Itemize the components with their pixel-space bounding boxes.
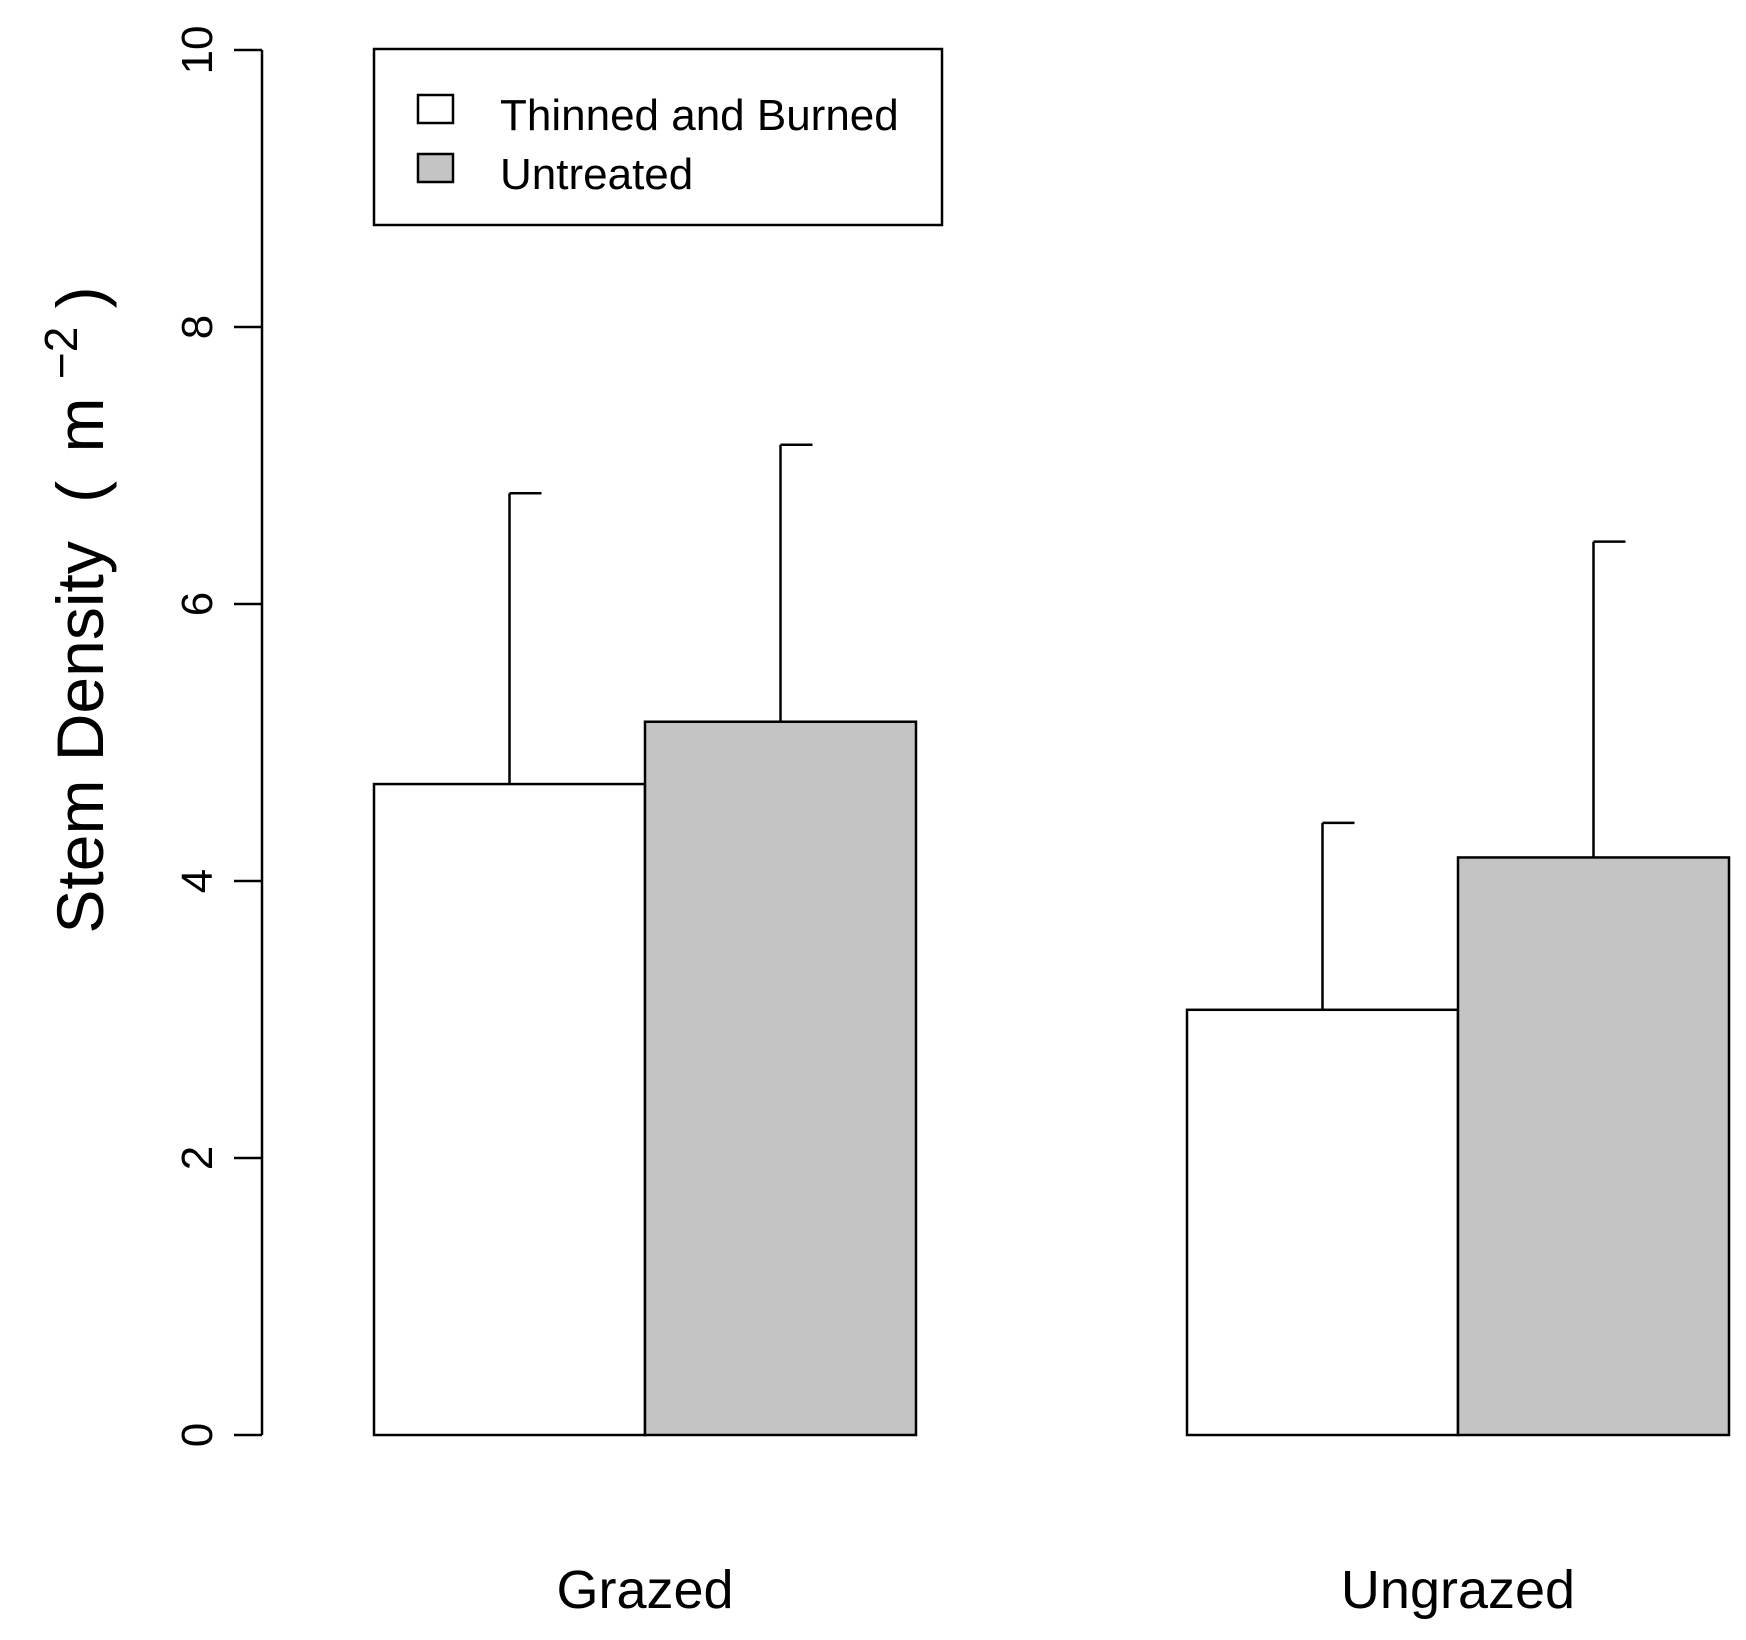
y-tick-label-2: 2	[173, 1146, 222, 1170]
y-axis-unit-base: m	[43, 398, 117, 453]
y-tick-label-10: 10	[173, 26, 222, 75]
bar-grazed-untreated	[643, 720, 918, 1437]
error-bars	[508, 443, 1626, 1010]
legend-swatch-untreated	[416, 152, 455, 184]
legend-label-thinned-and-burned: Thinned and Burned	[500, 91, 899, 140]
legend-swatch-thinned-and-burned	[416, 93, 455, 125]
y-axis-title-text: Stem Density	[43, 541, 117, 933]
bar-ungrazed-thinned-and-burned	[1185, 1008, 1460, 1437]
y-axis-unit-exponent: −2	[35, 327, 87, 379]
category-label-grazed: Grazed	[556, 1560, 733, 1620]
legend: Thinned and Burned Untreated	[372, 47, 944, 227]
y-axis-unit-open-paren: (	[43, 481, 117, 503]
y-tick-label-0: 0	[173, 1423, 222, 1447]
category-labels: Grazed Ungrazed	[556, 1560, 1575, 1620]
legend-label-untreated: Untreated	[500, 150, 693, 199]
y-tick-label-8: 8	[173, 315, 222, 339]
y-axis-title: Stem Density ( m −2 )	[17, 286, 117, 933]
legend-item-untreated: Untreated	[416, 150, 693, 199]
bar-ungrazed-untreated	[1456, 856, 1731, 1437]
y-tick-label-6: 6	[173, 592, 222, 616]
legend-item-thinned-and-burned: Thinned and Burned	[416, 91, 899, 140]
bar-grazed-thinned-and-burned	[372, 782, 647, 1437]
y-axis-unit-close-paren: )	[43, 286, 117, 308]
legend-box	[372, 47, 944, 227]
bars	[372, 720, 1731, 1437]
y-axis: 0 2 4 6 8 10	[173, 26, 264, 1447]
y-tick-label-4: 4	[173, 869, 222, 893]
category-label-ungrazed: Ungrazed	[1341, 1560, 1575, 1620]
